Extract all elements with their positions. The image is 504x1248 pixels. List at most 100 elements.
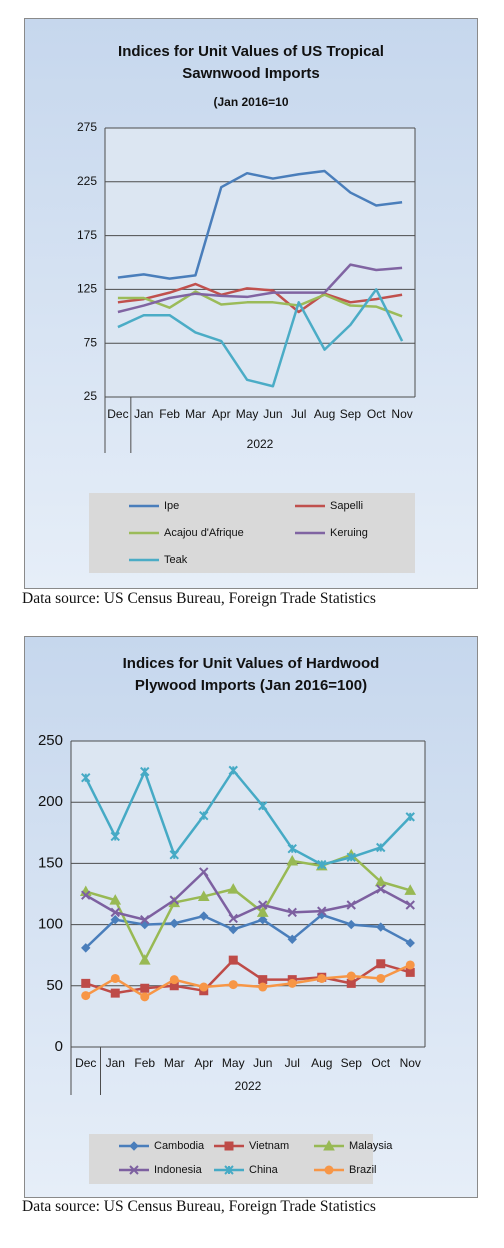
marker xyxy=(228,924,238,935)
x-tick-label: Nov xyxy=(400,1056,421,1070)
x-tick-label: Jul xyxy=(285,1056,300,1070)
x-tick-label: Mar xyxy=(164,1056,185,1070)
marker xyxy=(287,844,297,854)
marker xyxy=(317,973,327,983)
marker xyxy=(258,914,268,925)
y-tick-label: 125 xyxy=(77,282,97,296)
marker xyxy=(287,907,297,918)
x-tick-label: Apr xyxy=(194,1056,213,1070)
marker xyxy=(169,850,179,860)
marker xyxy=(81,890,91,900)
marker xyxy=(405,967,415,977)
series-line xyxy=(117,169,403,280)
legend-label: Acajou d'Afrique xyxy=(164,527,244,539)
marker xyxy=(286,854,299,866)
x-tick-label: Dec xyxy=(75,1056,96,1070)
marker xyxy=(138,954,151,965)
plot-area xyxy=(105,128,415,397)
marker xyxy=(81,943,91,953)
series-line xyxy=(84,769,412,866)
series-line xyxy=(117,282,403,314)
marker xyxy=(81,978,91,988)
marker xyxy=(376,884,386,894)
legend: Ipe Sapelli Acajou d'Afrique Keruing Teak xyxy=(89,493,415,573)
x-tick-label: Jan xyxy=(106,1056,125,1070)
x-tick-label: Oct xyxy=(371,1056,390,1070)
chart: 0 50 100 150 200 250 Dec Jan Feb Mar Apr May Jun Jul A… xyxy=(38,732,426,1184)
marker xyxy=(110,973,120,983)
marker xyxy=(140,992,150,1002)
marker xyxy=(405,812,415,822)
x-tick-label: Sep xyxy=(341,1056,363,1070)
marker xyxy=(224,1165,234,1175)
marker xyxy=(228,955,238,965)
legend-label: Indonesia xyxy=(154,1164,203,1176)
x-tick-label: Feb xyxy=(134,1056,155,1070)
marker xyxy=(110,907,120,918)
legend-label: Cambodia xyxy=(154,1140,205,1152)
y-tick-label: 225 xyxy=(77,174,97,188)
legend-label: Sapelli xyxy=(330,500,363,512)
series-line xyxy=(117,288,404,388)
x-tick-label: Oct xyxy=(367,407,386,421)
marker xyxy=(374,875,387,887)
x-group-label: 2022 xyxy=(247,437,274,451)
y-tick-label: 275 xyxy=(77,120,97,134)
marker xyxy=(169,895,179,905)
x-tick-label: Jan xyxy=(134,407,153,421)
y-tick-label: 175 xyxy=(77,228,97,242)
marker xyxy=(376,959,386,969)
marker xyxy=(405,960,415,970)
marker xyxy=(197,890,210,901)
marker xyxy=(323,1139,335,1151)
marker xyxy=(199,911,209,921)
marker xyxy=(129,1141,139,1151)
marker xyxy=(110,988,120,998)
marker xyxy=(376,922,386,932)
y-tick-label: 0 xyxy=(55,1038,63,1055)
marker xyxy=(110,831,120,842)
marker xyxy=(129,1165,139,1175)
x-tick-label: Aug xyxy=(311,1056,332,1070)
marker xyxy=(346,852,356,862)
marker xyxy=(169,918,179,929)
x-tick-label: May xyxy=(222,1056,245,1070)
series-line xyxy=(117,290,403,318)
chart-panel: 0 50 100 150 200 250 Dec Jan Feb Mar Apr May Jun Jul A… xyxy=(24,636,478,1198)
x-tick-label: Aug xyxy=(314,407,335,421)
marker xyxy=(317,906,327,916)
x-tick-label: Jun xyxy=(253,1056,272,1070)
marker xyxy=(346,919,356,930)
marker xyxy=(258,982,268,992)
marker xyxy=(109,894,122,905)
legend-label: Malaysia xyxy=(349,1140,393,1152)
plot-area xyxy=(71,741,425,1047)
x-tick-label: Jul xyxy=(291,407,306,421)
y-tick-label: 25 xyxy=(84,389,98,403)
x-tick-label: Dec xyxy=(107,407,128,421)
marker xyxy=(199,867,209,877)
series-line xyxy=(84,913,411,949)
y-tick-label: 75 xyxy=(84,335,98,349)
marker xyxy=(376,842,386,853)
marker xyxy=(324,1165,334,1175)
marker xyxy=(110,914,120,925)
marker xyxy=(256,906,269,917)
legend-label: Keruing xyxy=(330,527,368,539)
marker xyxy=(81,991,91,1001)
marker xyxy=(140,914,150,925)
marker xyxy=(224,1141,234,1151)
marker xyxy=(258,900,268,910)
marker xyxy=(346,978,356,988)
marker xyxy=(140,766,150,777)
marker xyxy=(287,934,297,944)
y-tick-label: 150 xyxy=(38,854,63,871)
marker xyxy=(258,801,268,811)
marker xyxy=(258,975,268,985)
marker xyxy=(227,883,240,894)
legend-label: Ipe xyxy=(164,500,179,512)
legend-label: Brazil xyxy=(349,1164,377,1176)
chart: 25 75 125 175 225 275 Dec Jan Feb Mar Apr May Jun Jul… xyxy=(77,120,416,573)
marker xyxy=(199,810,209,821)
